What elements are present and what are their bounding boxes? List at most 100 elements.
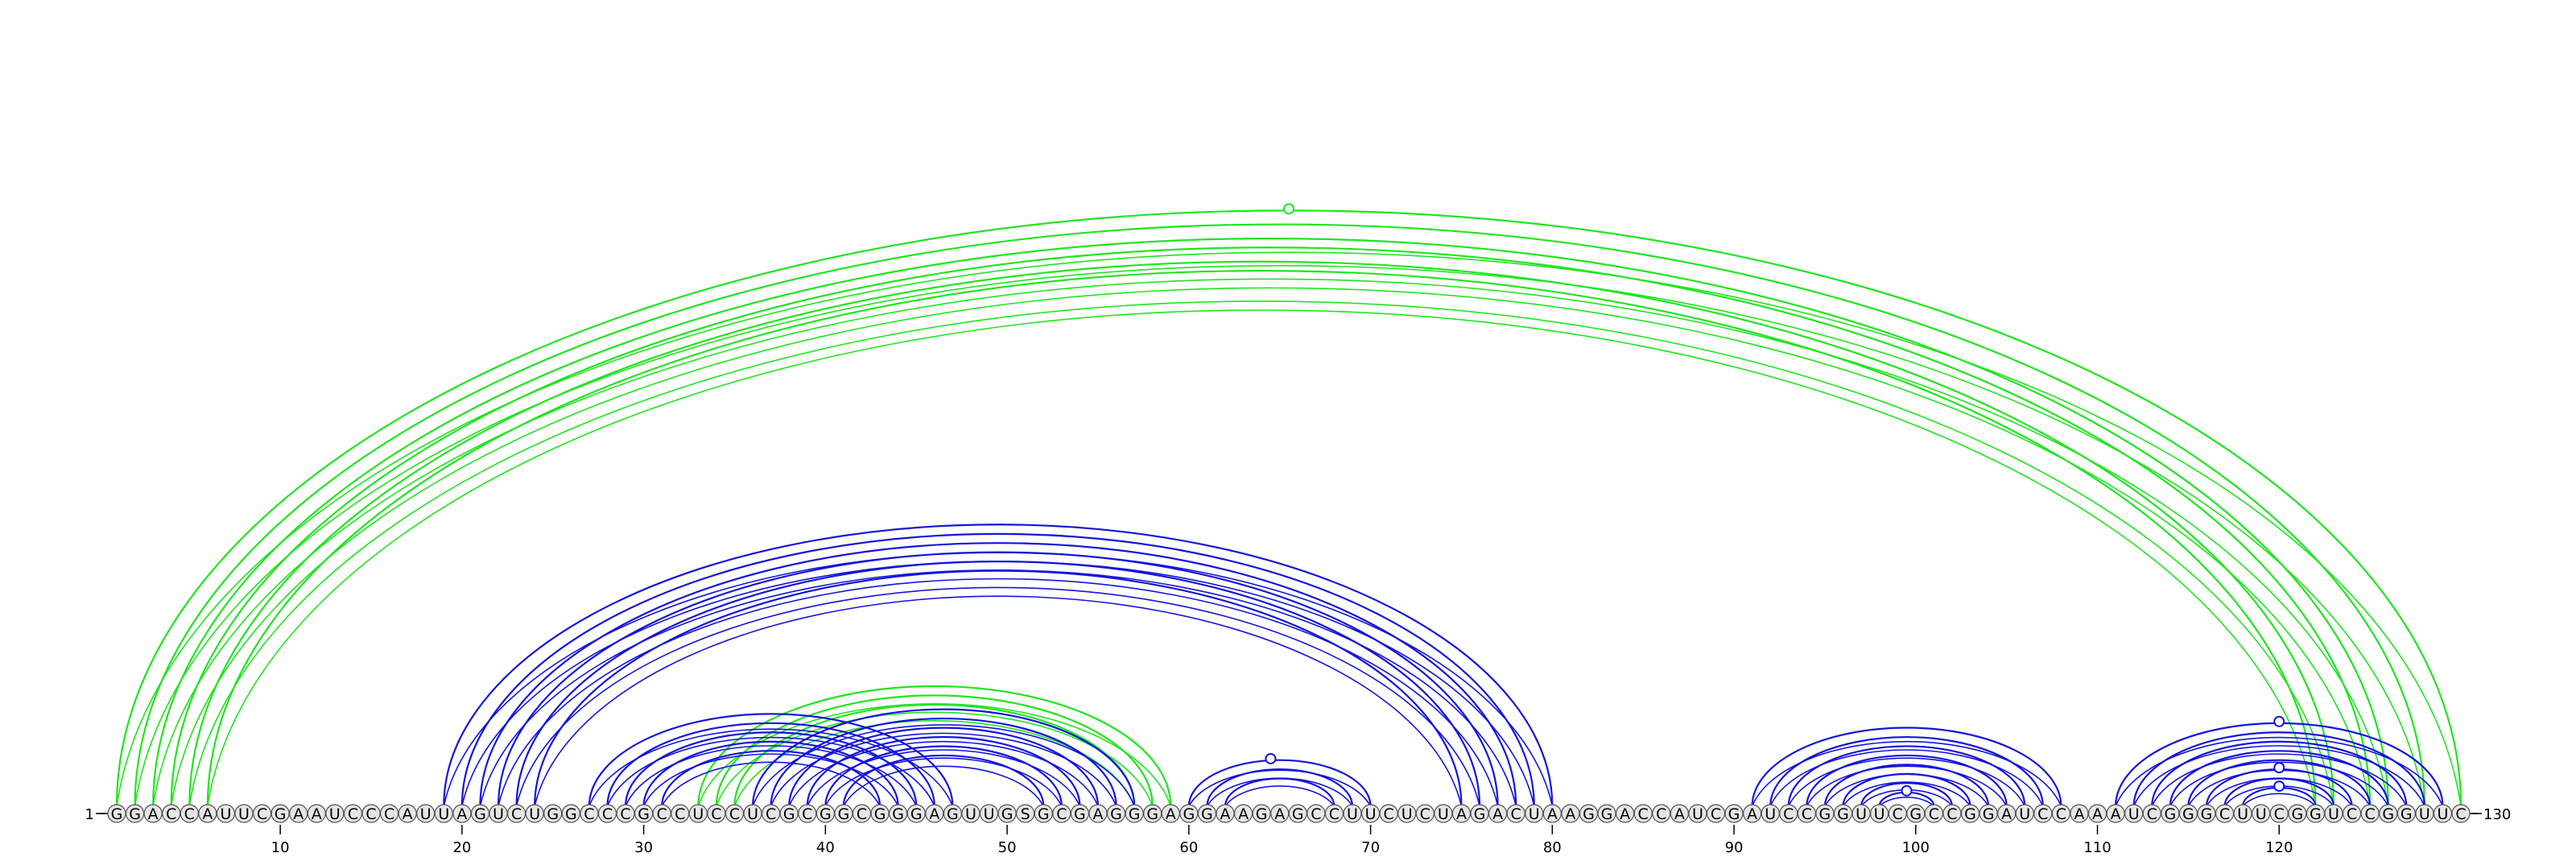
nucleotide-letter: C [184, 805, 195, 823]
tick-label: 10 [271, 839, 290, 856]
nucleotide-letter: U [2019, 805, 2030, 823]
base-pair-arc [460, 533, 1535, 807]
base-pair-arc [115, 209, 2462, 807]
tick-label: 90 [1725, 839, 1744, 856]
base-pair-arc-outline [625, 745, 917, 807]
nucleotide-letter: C [1711, 805, 1721, 823]
nucleotide-letter: A [1492, 805, 1503, 823]
nucleotide-letter: C [2037, 805, 2048, 823]
nucleotide-letter: C [602, 805, 613, 823]
base-pair-arc [661, 750, 881, 807]
nucleotide-letter: U [1856, 805, 1867, 823]
base-pair-arc-outline [1188, 769, 1372, 807]
base-pair-arc-outline [807, 749, 1081, 807]
nucleotide-letter: G [2401, 805, 2413, 823]
nucleotide-letter: U [2437, 805, 2448, 823]
nucleotide-letter: G [1983, 805, 1995, 823]
base-pair-arc [1860, 782, 1954, 807]
base-pair-arc-outline [515, 586, 1480, 807]
base-pair-arc-outline [2242, 793, 2317, 807]
base-pair-arc [1206, 768, 1354, 807]
nucleotide-letter: A [402, 805, 413, 823]
nucleotide-letter: C [711, 805, 721, 823]
tick-label: 80 [1543, 839, 1562, 856]
base-pair-arc-outline [2151, 753, 2408, 807]
nucleotide-letter: U [1347, 805, 1358, 823]
nucleotide-letter: U [1529, 805, 1540, 823]
tick-label: 70 [1361, 839, 1380, 856]
nucleotide-letter: C [348, 805, 358, 823]
base-pair-arc-outline [1788, 757, 2025, 807]
nucleotide-letter: C [1511, 805, 1521, 823]
base-pair-arc [788, 727, 1100, 807]
nucleotide-letter: G [783, 805, 795, 823]
nucleotide-letter: U [2237, 805, 2248, 823]
nucleotide-letter: A [2092, 805, 2103, 823]
nucleotide-letter: C [1420, 805, 1430, 823]
base-pair-arc-outline [1769, 749, 2044, 807]
nucleotide-letter: U [1365, 805, 1377, 823]
nucleotide-letter: A [2111, 805, 2121, 823]
nucleotide-letter: G [1183, 805, 1195, 823]
loop-marker [1283, 203, 1294, 215]
base-pair-arc [1769, 735, 2044, 807]
nucleotide-letter: C [857, 805, 867, 823]
nucleotide-letter: A [148, 805, 159, 823]
nucleotide-letter: U [747, 805, 758, 823]
nucleotide-letter: U [1438, 805, 1449, 823]
base-pair-arc [2132, 731, 2425, 807]
nucleotide-circle [2451, 804, 2471, 823]
nucleotide-letter: U [329, 805, 341, 823]
nucleotide-letter: G [111, 805, 123, 823]
base-pair-arc-outline [733, 719, 1135, 807]
nucleotide-letter: C [584, 805, 594, 823]
nucleotide-letter: G [2164, 805, 2176, 823]
nucleotide-letter: G [1728, 805, 1740, 823]
nucleotide-letter: G [1256, 805, 1268, 823]
nucleotide-letter: U [965, 805, 976, 823]
loop-marker [2273, 715, 2285, 727]
base-pair-arc [443, 524, 1554, 807]
nucleotide-letter: A [293, 805, 303, 823]
base-pair-arc [2187, 759, 2372, 807]
nucleotide-letter: G [2201, 805, 2213, 823]
nucleotide-letter: U [1765, 805, 1776, 823]
base-pair-arc-outline [534, 595, 1463, 807]
nucleotide-letter: U [692, 805, 704, 823]
base-pair-arc [842, 754, 1045, 807]
nucleotide-letter: G [474, 805, 486, 823]
nucleotide-letter: A [312, 805, 322, 823]
nucleotide-letter: G [638, 805, 650, 823]
loop-marker [1265, 752, 1277, 764]
nucleotide-letter: U [420, 805, 431, 823]
base-pair-arc [806, 736, 1081, 807]
base-pair-arc [824, 745, 1063, 807]
nucleotide-letter: C [2455, 805, 2466, 823]
nucleotide-letter: C [1311, 805, 1321, 823]
nucleotide-letter: G [129, 805, 141, 823]
nucleotide-letter: C [657, 805, 667, 823]
nucleotide-letter: G [819, 805, 832, 823]
nucleotide-letter: A [1620, 805, 1630, 823]
nucleotide-letter: C [1783, 805, 1794, 823]
nucleotide-letter: G [1292, 805, 1304, 823]
base-pair-arc-outline [170, 287, 2371, 807]
base-pair-arc [135, 225, 2425, 806]
base-pair-arc-outline [752, 724, 1135, 807]
base-pair-arc-outline [824, 757, 1063, 807]
base-pair-arc [152, 237, 2389, 807]
nucleotide-letter: U [2128, 805, 2140, 823]
nucleotide-letter: G [2310, 805, 2322, 823]
nucleotide-letter: C [620, 805, 630, 823]
nucleotide-letter: G [1909, 805, 1922, 823]
base-pair-arc [1751, 727, 2062, 807]
base-pair-arc-outline [134, 265, 2425, 807]
nucleotide-letter: G [1201, 805, 1213, 823]
base-pair-arc [171, 247, 2370, 806]
nucleotide-letter: C [166, 805, 176, 823]
nucleotide-letter: C [2347, 805, 2357, 823]
nucleotide-letter: G [1110, 805, 1122, 823]
base-pair-arc-outline [1842, 781, 1971, 807]
base-pair-arc-outline [497, 578, 1499, 807]
